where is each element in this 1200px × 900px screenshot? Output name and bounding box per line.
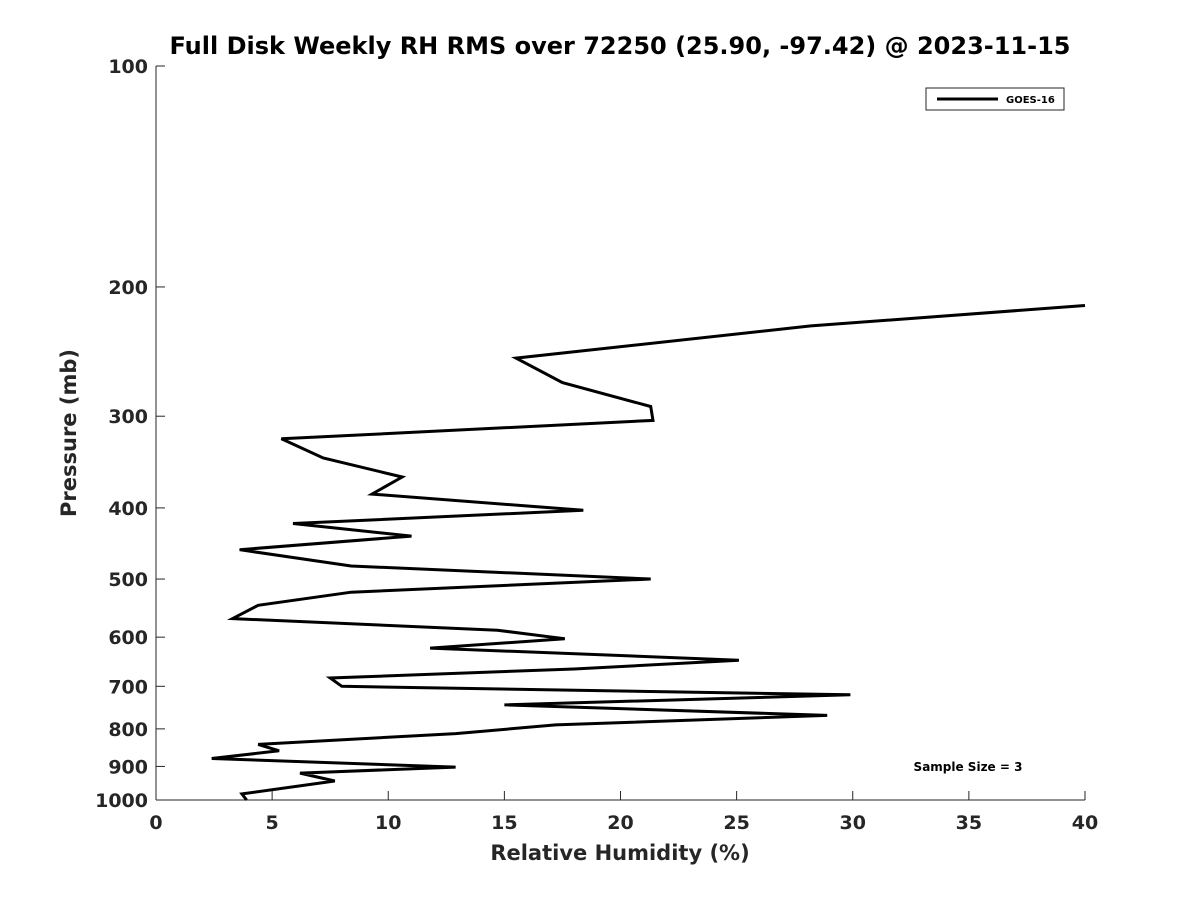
x-tick-label: 40 xyxy=(1072,812,1098,834)
x-tick-label: 20 xyxy=(607,812,633,834)
x-tick-label: 15 xyxy=(491,812,517,834)
y-tick-label: 500 xyxy=(108,569,148,591)
legend-label: GOES-16 xyxy=(1006,95,1055,106)
y-tick-label: 600 xyxy=(108,627,148,649)
y-axis-label: Pressure (mb) xyxy=(57,349,81,517)
y-tick-label: 200 xyxy=(108,277,148,299)
x-tick-label: 35 xyxy=(956,812,982,834)
x-tick-label: 5 xyxy=(266,812,279,834)
series-group xyxy=(211,304,1086,801)
sample-size-annotation: Sample Size = 3 xyxy=(914,760,1023,774)
chart-title: Full Disk Weekly RH RMS over 72250 (25.9… xyxy=(169,32,1070,60)
series-line xyxy=(211,304,1086,801)
y-tick-label: 300 xyxy=(108,406,148,428)
x-axis-label: Relative Humidity (%) xyxy=(490,841,749,865)
y-ticks: 100 200 300 400 500 600 700 800 900 1000 xyxy=(95,56,165,812)
x-ticks: 0 5 10 15 20 25 30 35 40 xyxy=(149,791,1098,834)
y-tick-label: 1000 xyxy=(95,790,148,812)
x-tick-label: 30 xyxy=(840,812,866,834)
x-tick-label: 10 xyxy=(375,812,401,834)
y-tick-label: 800 xyxy=(108,719,148,741)
y-tick-label: 400 xyxy=(108,498,148,520)
x-tick-label: 0 xyxy=(149,812,162,834)
x-tick-label: 25 xyxy=(723,812,749,834)
y-tick-label: 900 xyxy=(108,756,148,778)
y-tick-label: 100 xyxy=(108,56,148,78)
y-tick-label: 700 xyxy=(108,676,148,698)
legend: GOES-16 xyxy=(925,87,1065,111)
